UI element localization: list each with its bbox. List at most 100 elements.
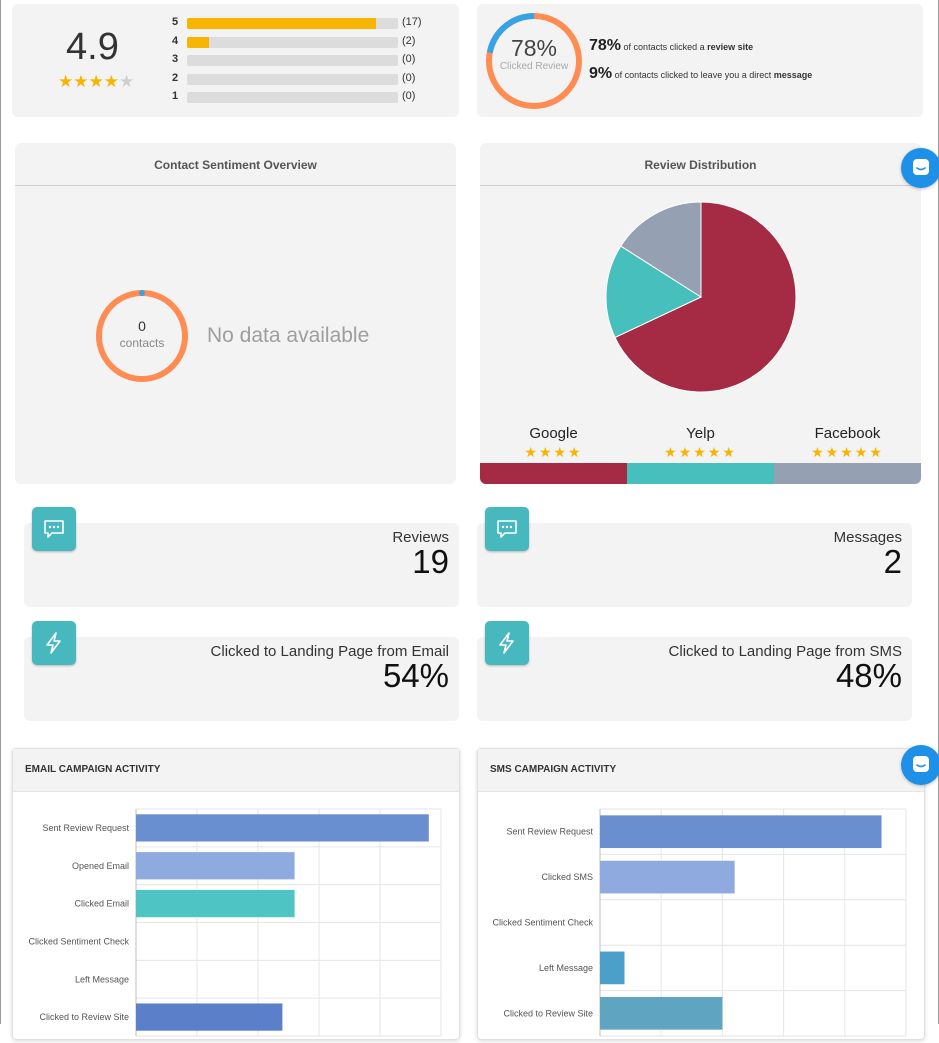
review-site-percent: 78% [589,37,622,54]
review-site-color-bar [627,463,774,484]
category-label: Opened Email [72,861,129,871]
clicked-review-ring [486,13,582,109]
category-label: Clicked Sentiment Check [492,918,593,928]
bar[interactable] [600,815,882,849]
sentiment-count-label: contacts [119,336,165,350]
reviews-value: 19 [412,543,449,580]
live-chat-button[interactable] [901,148,939,188]
rating-row: 3 (0) [172,53,442,69]
rating-row-track [187,55,398,66]
sms-campaign-panel: SMS CAMPAIGN ACTIVITY Sent Review Reques… [477,748,925,1043]
direct-message-emphasis: message [773,70,813,80]
chat-bubble-icon [485,507,529,551]
rating-row-track [187,18,398,29]
lightning-icon [32,621,76,665]
direct-message-percent: 9% [589,65,613,82]
pie-slice-yelp[interactable] [605,245,703,339]
reviews-tile: Reviews 19 [24,523,459,607]
bar[interactable] [136,1003,283,1031]
live-chat-button[interactable] [901,745,939,785]
category-label: Clicked to Review Site [39,1012,129,1022]
review-pie-chart [605,201,797,393]
review-site-facebook: Facebook ★★★★★ [774,425,921,461]
review-site-name: Facebook [814,425,881,442]
bar[interactable] [600,860,735,894]
sms-campaign-chart: Sent Review Request Clicked SMS Clicked Se… [492,808,911,1043]
rating-row-count: (0) [402,53,416,65]
rating-row-count: (17) [402,16,422,28]
sentiment-count: 0 [138,318,146,334]
review-site-stars: ★★★★★ [664,444,737,460]
bar[interactable] [600,996,723,1030]
sentiment-panel: Contact Sentiment Overview 0 contacts No… [15,143,456,484]
rating-row-fill [187,36,210,48]
rating-row-count: (0) [402,71,416,84]
rating-row-track [187,92,398,103]
clicked-review-percent: 78% [510,35,558,61]
category-label: Clicked to Review Site [503,1008,593,1018]
category-label: Sent Review Request [506,827,593,837]
email-campaign-title: EMAIL CAMPAIGN ACTIVITY [13,749,459,792]
bar[interactable] [136,852,295,880]
direct-message-stat: 9% of contacts clicked to leave you a di… [589,65,812,83]
review-site-yelp: Yelp ★★★★★ [627,425,774,461]
category-label: Left Message [75,974,129,984]
email-campaign-panel: EMAIL CAMPAIGN ACTIVITY Sent Review Requ… [12,748,460,1043]
rating-row-count: (2) [402,34,416,47]
distribution-panel-title: Review Distribution [480,143,921,186]
rating-summary-card: 4.9 ★★★★★ 5 (17) 4 (2) 3 (0) 2 (0) 1 (0) [12,4,459,117]
rating-row-stars: 2 [172,71,179,84]
bar[interactable] [136,889,295,918]
review-site-text: of contacts clicked a [623,42,705,52]
review-site-emphasis: review site [707,42,754,52]
distribution-panel: Review Distribution Google ★★★★ Yelp ★★★★★ F… [480,143,921,484]
rating-row: 5 (17) [172,16,442,32]
no-data-message: No data available [207,324,370,347]
sentiment-panel-title: Contact Sentiment Overview [15,143,456,186]
review-site-stat: 78% of contacts clicked a review site [589,37,753,55]
rating-row-count: (0) [402,90,416,102]
review-site-name: Google [529,425,578,442]
chat-bubble-icon [32,507,76,551]
rating-row-fill [187,18,376,29]
rating-row-track [187,73,398,85]
clicked-review-label: Clicked Review [499,61,569,72]
rating-row: 2 (0) [172,72,442,88]
messages-tile: Messages 2 [477,523,912,607]
category-label: Clicked Sentiment Check [28,936,129,946]
reviews-label: Reviews [392,529,449,546]
window-border-left [0,0,1,1024]
messages-value: 2 [883,543,902,580]
category-label: Clicked Email [74,899,129,909]
sms-landing-tile: Clicked to Landing Page from SMS 48% [477,637,912,721]
pie-slice-facebook[interactable] [620,201,702,298]
rating-row-stars: 3 [172,53,179,65]
category-label: Clicked SMS [541,872,593,882]
bar[interactable] [600,951,625,985]
average-rating: 4.9 [66,26,119,68]
sms-landing-label: Clicked to Landing Page from SMS [668,643,902,660]
rating-row: 4 (2) [172,35,442,51]
email-landing-value: 54% [382,657,449,694]
email-campaign-chart: Sent Review Request Opened Email Clicked E… [28,808,446,1043]
email-landing-label: Clicked to Landing Page from Email [210,643,449,660]
rating-row-track [187,36,398,48]
category-label: Sent Review Request [42,823,129,833]
review-site-color-bar [774,463,921,484]
rating-row-stars: 1 [172,90,179,102]
sentiment-ring [96,290,188,382]
clicked-review-card: 78% Clicked Review 78% of contacts click… [477,4,923,117]
rating-row-stars: 4 [172,34,179,47]
sms-landing-value: 48% [835,657,902,694]
pie-slice-google[interactable] [614,201,797,393]
lightning-icon [485,621,529,665]
rating-row: 1 (0) [172,90,442,106]
sms-campaign-title: SMS CAMPAIGN ACTIVITY [478,749,924,792]
average-rating-stars: ★★★★★ [58,72,135,91]
review-site-color-bar [480,463,627,484]
direct-message-text: of contacts clicked to leave you a direc… [614,70,772,80]
review-site-name: Yelp [686,425,715,442]
email-landing-tile: Clicked to Landing Page from Email 54% [24,637,459,721]
bar[interactable] [136,814,429,842]
review-site-stars: ★★★★★ [811,444,884,460]
